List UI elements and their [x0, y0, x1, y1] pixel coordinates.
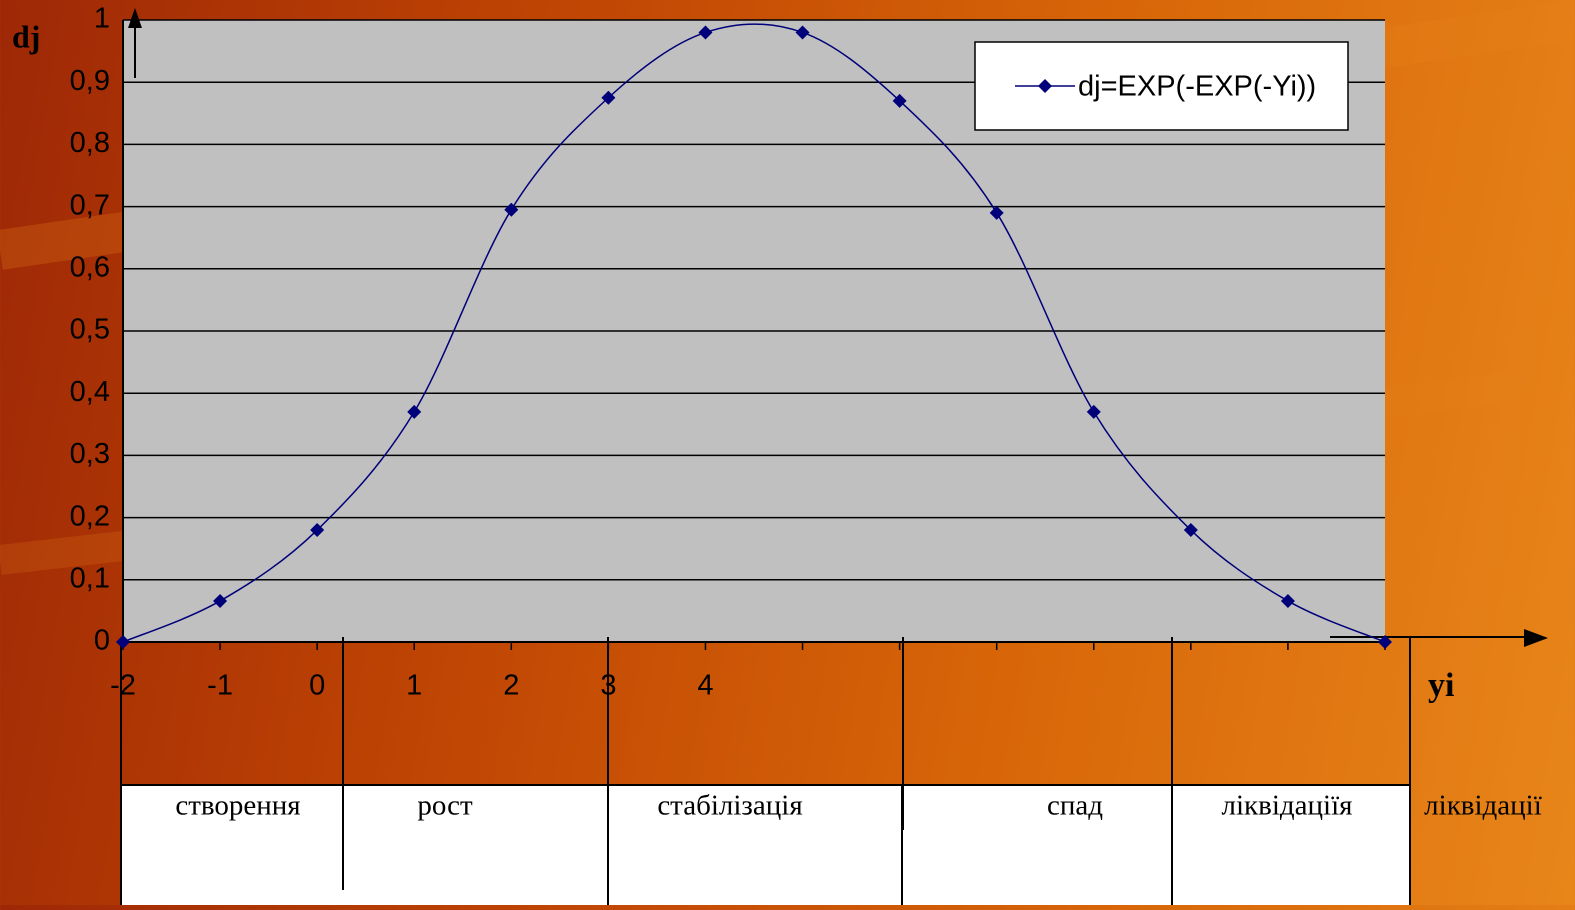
x-tick-label: 1: [406, 670, 422, 702]
series-line: [122, 23, 1386, 643]
data-marker: [1280, 593, 1295, 608]
y-tick-label: 0,5: [70, 314, 110, 346]
y-tick-label: 0,2: [70, 500, 110, 532]
y-tick-label: 0,6: [70, 251, 110, 283]
data-marker: [407, 404, 422, 419]
data-marker: [116, 635, 130, 649]
x-tick-label: 4: [697, 670, 713, 702]
stage-label: ліквідації: [1424, 790, 1542, 822]
stage-label: спад: [1047, 790, 1103, 822]
y-arrow-head: [128, 8, 142, 28]
stage-label: рост: [417, 790, 473, 822]
x-tick-label: 3: [600, 670, 616, 702]
y-tick-label: 0,9: [70, 65, 110, 97]
y-tick-label: 0,4: [70, 376, 110, 408]
data-marker: [989, 205, 1004, 220]
stage-label: стабілізація: [657, 790, 802, 822]
x-tick-label: -2: [110, 670, 136, 702]
x-tick-label: 2: [503, 670, 519, 702]
data-marker: [310, 523, 325, 538]
data-marker: [213, 593, 228, 608]
legend-marker: [1038, 79, 1052, 93]
stage-dividers: [120, 637, 1411, 905]
y-tick-label: 0,7: [70, 189, 110, 221]
y-tick-label: 0,1: [70, 562, 110, 594]
y-tick-label: 0: [94, 625, 110, 657]
x-tick-label: -1: [207, 670, 233, 702]
legend-label: dj=EXP(-EXP(-Yi)): [1078, 71, 1316, 103]
data-marker: [504, 202, 519, 217]
y-axis-label: dj: [12, 18, 40, 54]
stage-label: ліквідаціїя: [1222, 790, 1353, 822]
data-marker: [1086, 404, 1101, 419]
stage-label: створення: [175, 790, 300, 822]
y-tick-label: 0,3: [70, 438, 110, 470]
y-tick-label: 0,8: [70, 127, 110, 159]
x-arrow-head: [1524, 629, 1548, 647]
data-marker: [1183, 523, 1198, 538]
x-axis-label: yi: [1428, 667, 1454, 704]
data-marker: [601, 90, 616, 105]
data-marker: [795, 25, 810, 40]
data-marker: [698, 25, 713, 40]
y-tick-label: 1: [94, 3, 110, 35]
data-marker: [1378, 635, 1392, 649]
x-tick-label: 0: [309, 670, 325, 702]
data-marker: [892, 93, 907, 108]
stage-table: [121, 785, 1411, 910]
